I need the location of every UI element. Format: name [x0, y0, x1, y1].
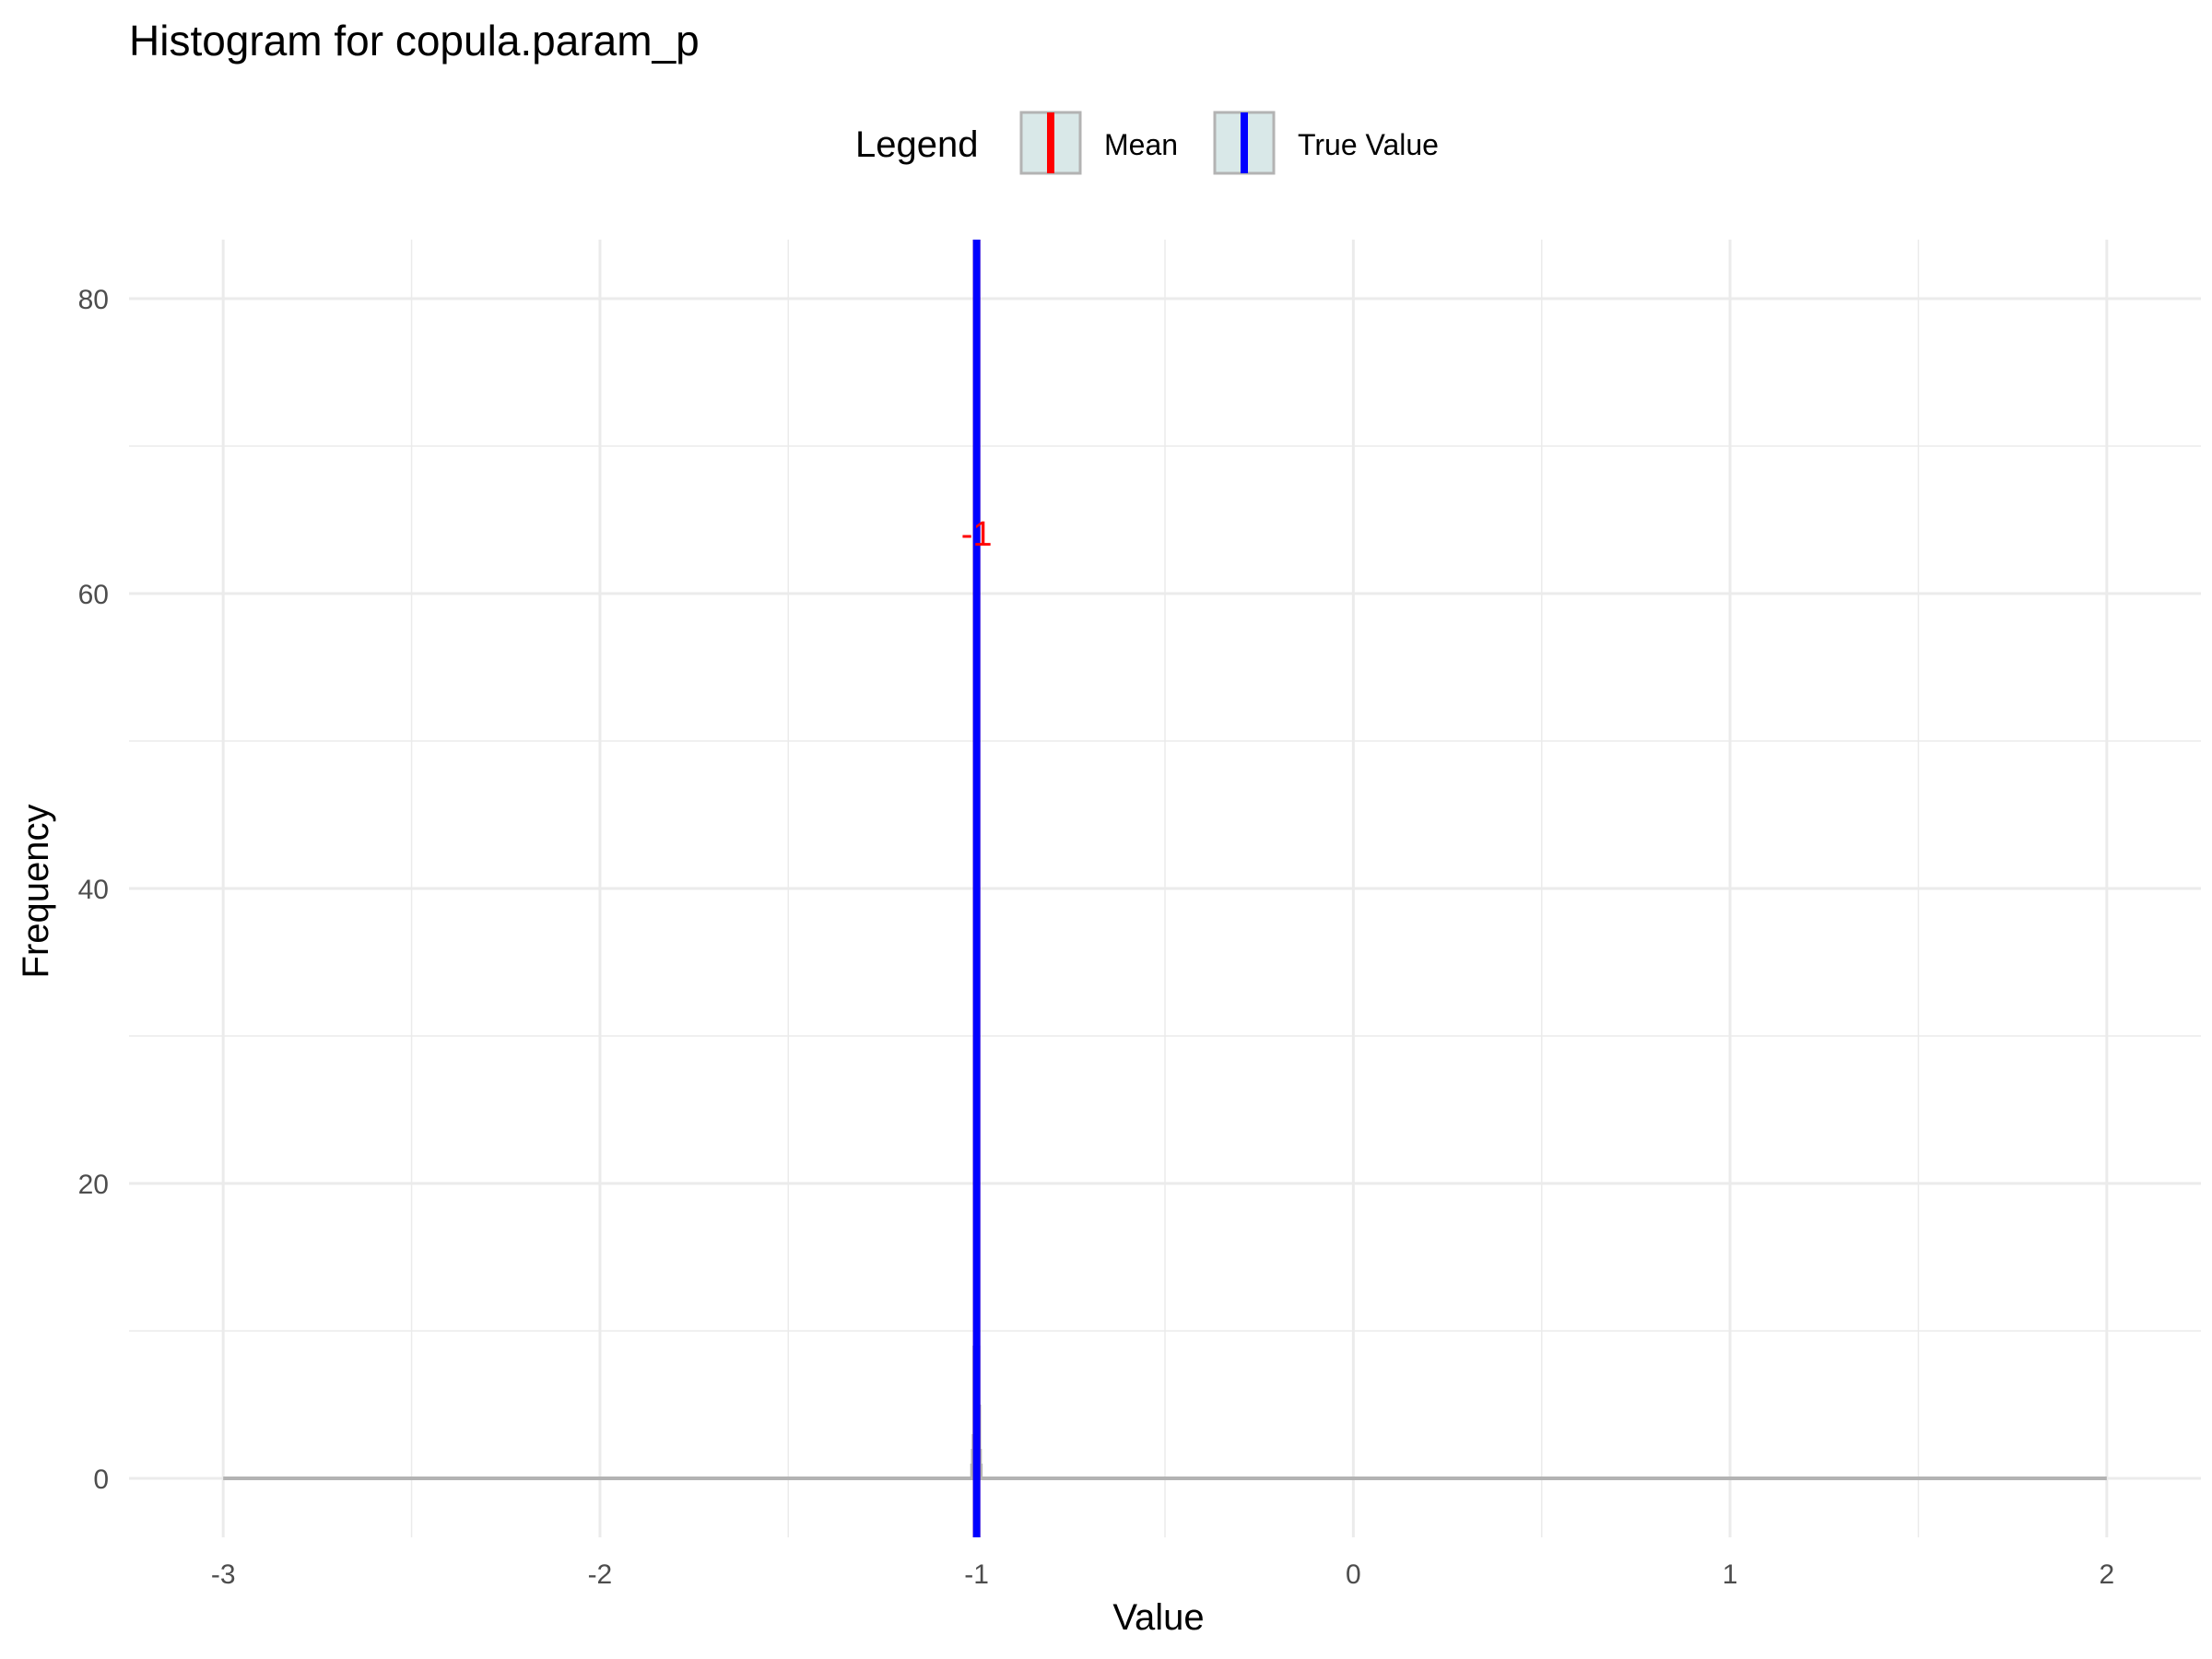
y-tick-label: 80: [78, 285, 109, 315]
histogram-bar: [971, 1434, 973, 1478]
legend-title: Legend: [855, 124, 978, 165]
chart-title: Histogram for copula.param_p: [129, 17, 700, 65]
histogram-bar: [980, 1405, 982, 1478]
x-tick-label: 0: [1346, 1559, 1361, 1590]
x-tick-label: 2: [2099, 1559, 2114, 1590]
legend-key-true-value: [1213, 111, 1276, 175]
y-tick-label: 40: [78, 875, 109, 905]
histogram-bar: [971, 1449, 972, 1478]
x-axis-title: Value: [1112, 1597, 1204, 1638]
mean-annotation: -1: [961, 515, 993, 554]
x-tick-label: 1: [1723, 1559, 1738, 1590]
legend-label-mean: Mean: [1104, 128, 1178, 161]
legend: Legend Mean True Value: [855, 111, 1439, 175]
x-tick-label: -3: [211, 1559, 236, 1590]
y-tick-label: 60: [78, 580, 109, 610]
y-axis-title: Frequency: [16, 805, 56, 979]
legend-key-mean: [1019, 111, 1082, 175]
y-tick-label: 0: [93, 1465, 109, 1495]
x-tick-label: -1: [964, 1559, 989, 1590]
x-tick-label: -2: [588, 1559, 613, 1590]
y-tick-label: 20: [78, 1170, 109, 1200]
histogram-bar: [981, 1449, 982, 1478]
legend-label-true-value: True Value: [1298, 128, 1439, 161]
grid-lines: [129, 240, 2201, 1537]
